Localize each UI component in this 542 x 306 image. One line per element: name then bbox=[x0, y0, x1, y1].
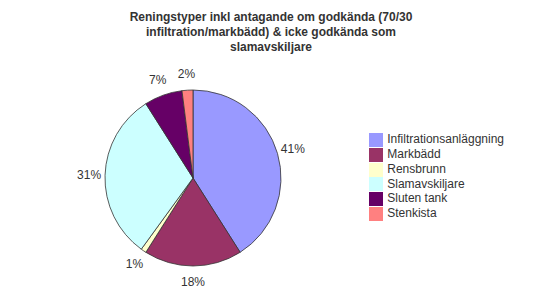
html-text:Rensbrunn: Rensbrunn bbox=[387, 161, 446, 176]
svg-text:1%: 1% bbox=[126, 257, 144, 271]
html-text:Reningstyper inkl antagande om: Reningstyper inkl antagande om godkända … bbox=[129, 10, 413, 24]
svg-text:2%: 2% bbox=[178, 67, 196, 81]
html-text:Slamavskiljare: Slamavskiljare bbox=[387, 176, 465, 191]
html-text:Infiltrationsanläggning: Infiltrationsanläggning bbox=[387, 132, 504, 146]
html-text:Sluten tank: Sluten tank bbox=[387, 191, 448, 206]
html-text:Stenkista: Stenkista bbox=[387, 206, 437, 221]
html-text:slamavskiljare: slamavskiljare bbox=[230, 40, 312, 54]
svg-text:7%: 7% bbox=[149, 73, 167, 87]
svg-text:31%: 31% bbox=[77, 168, 101, 182]
html-text:Markbädd: Markbädd bbox=[387, 146, 441, 161]
html-text:infiltration/markbädd) & icke: infiltration/markbädd) & icke godkända s… bbox=[146, 25, 396, 39]
svg-text:41%: 41% bbox=[281, 142, 305, 156]
svg-text:18%: 18% bbox=[181, 275, 205, 289]
